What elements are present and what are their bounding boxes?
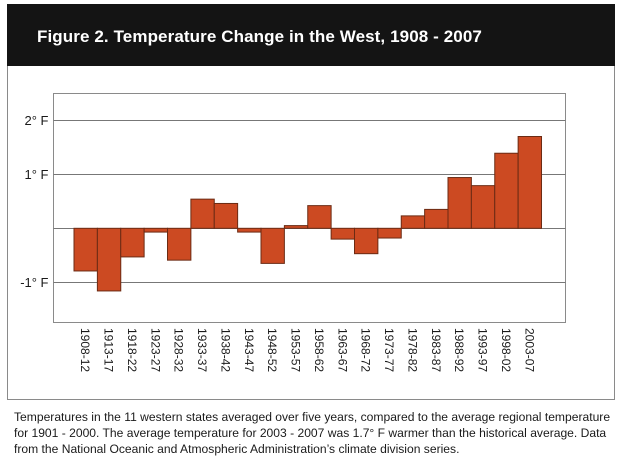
x-tick-label: 1983-87	[429, 328, 443, 372]
x-axis-ticks: 1908-12 1913-17 1918-22 1923-27 1928-32 1933-…	[78, 328, 536, 372]
bar-1908-12	[73, 227, 98, 272]
x-tick-label: 1988-92	[452, 328, 466, 372]
x-tick-label: 1958-62	[312, 328, 326, 372]
x-tick-label: 1948-52	[265, 328, 279, 372]
x-tick-label: 1998-02	[499, 328, 513, 372]
y-axis-ticks: 2° F 1° F -1° F	[20, 113, 48, 290]
x-tick-label: 1968-72	[359, 328, 373, 372]
bar-1998-02	[494, 152, 519, 229]
figure-header: Figure 2. Temperature Change in the West…	[7, 4, 615, 66]
bar-1928-32	[167, 227, 192, 261]
x-tick-label: 1918-22	[125, 328, 139, 372]
bars	[73, 136, 543, 292]
bar-1918-22	[120, 227, 145, 258]
bar-1993-97	[470, 185, 496, 229]
x-tick-label: 1933-37	[195, 328, 209, 372]
figure-caption: Temperatures in the 11 western states av…	[14, 410, 611, 456]
bar-2003-07	[517, 136, 543, 229]
bar-1913-17	[96, 227, 122, 292]
bar-1968-72	[354, 227, 379, 255]
x-tick-label: 1993-97	[476, 328, 490, 372]
bar-1978-82	[400, 215, 426, 229]
bar-1988-92	[447, 177, 472, 229]
x-tick-label: 1978-82	[405, 328, 419, 372]
y-tick-label: 1° F	[25, 167, 49, 182]
bar-1953-57	[283, 225, 309, 229]
bar-1923-27	[143, 227, 169, 233]
bar-1943-47	[237, 227, 262, 233]
plot-area	[53, 93, 566, 323]
x-tick-label: 1938-42	[218, 328, 232, 372]
bar-1948-52	[260, 227, 285, 264]
bar-1963-67	[330, 227, 356, 240]
x-tick-label: 1923-27	[148, 328, 162, 372]
x-tick-label: 1908-12	[78, 328, 92, 372]
bar-1938-42	[213, 202, 239, 229]
bar-chart: 2° F 1° F -1° F 1908-12 1913-17 1918-22 1923-…	[20, 93, 566, 372]
bar-1958-62	[307, 205, 332, 229]
x-tick-label: 1973-77	[382, 328, 396, 372]
x-tick-label: 1913-17	[102, 328, 116, 372]
bar-1983-87	[424, 208, 449, 229]
x-tick-label: 1928-32	[172, 328, 186, 372]
bar-1973-77	[377, 227, 402, 239]
x-tick-label: 2003-07	[522, 328, 536, 372]
x-tick-label: 1943-47	[242, 328, 256, 372]
x-tick-label: 1963-67	[335, 328, 349, 372]
y-tick-label: 2° F	[25, 113, 49, 128]
y-tick-label: -1° F	[20, 275, 48, 290]
figure-title: Figure 2. Temperature Change in the West…	[37, 27, 482, 46]
x-tick-label: 1953-57	[289, 328, 303, 372]
bar-1933-37	[190, 198, 215, 229]
